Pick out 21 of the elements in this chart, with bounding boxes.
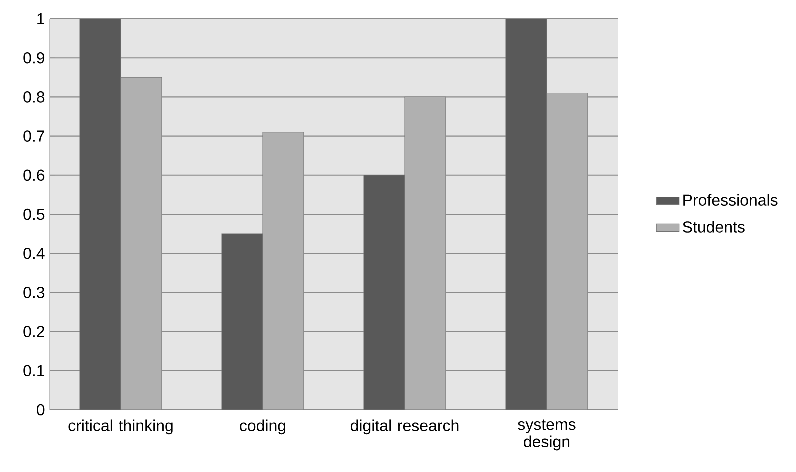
y-tick-label: 0 xyxy=(37,404,45,416)
bar xyxy=(404,96,446,410)
legend-label: Students xyxy=(683,221,745,233)
y-tick-label: 0.9 xyxy=(24,52,45,64)
y-tick-label: 0.4 xyxy=(24,248,45,260)
x-tick-label: digital research xyxy=(350,420,459,435)
y-tick-label: 0.5 xyxy=(24,208,45,220)
bar xyxy=(546,93,588,410)
y-tick-label: 0.1 xyxy=(24,365,45,377)
y-tick-label: 0.2 xyxy=(24,326,44,338)
legend-label: Professionals xyxy=(684,194,778,206)
bar xyxy=(120,77,162,410)
x-tick-label: systems design xyxy=(518,420,576,451)
y-tick-label: 1 xyxy=(38,14,45,25)
y-tick-label: 0.8 xyxy=(24,92,45,103)
x-tick-label: coding xyxy=(240,420,286,435)
y-tick-label: 0.7 xyxy=(24,130,44,142)
y-tick-label: 0.6 xyxy=(24,170,45,182)
x-tick-label: critical thinking xyxy=(68,420,173,435)
bar xyxy=(262,132,304,410)
y-tick-label: 0.3 xyxy=(24,287,45,298)
